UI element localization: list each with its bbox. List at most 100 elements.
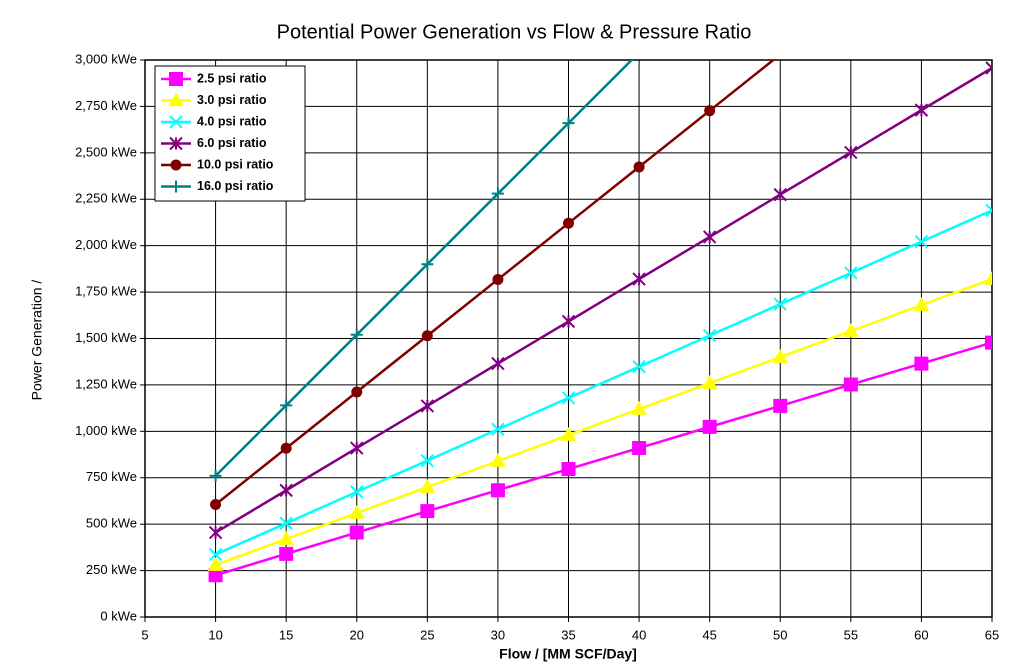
marker <box>169 136 183 151</box>
marker <box>419 478 436 493</box>
y-tick-label: 1,250 kWe <box>75 376 137 391</box>
marker <box>843 323 859 337</box>
marker <box>280 442 292 454</box>
x-tick-label: 5 <box>141 627 148 642</box>
marker <box>631 400 647 415</box>
x-tick-label: 35 <box>561 627 575 642</box>
x-tick-label: 65 <box>985 627 999 642</box>
marker <box>280 399 293 412</box>
marker <box>844 145 858 160</box>
legend-label: 6.0 psi ratio <box>197 136 267 150</box>
x-tick-label: 50 <box>773 627 787 642</box>
y-tick-label: 1,750 kWe <box>75 284 137 299</box>
chart-title: Potential Power Generation vs Flow & Pre… <box>277 21 752 43</box>
marker <box>420 453 435 468</box>
marker <box>632 441 647 456</box>
x-tick-label: 40 <box>632 627 646 642</box>
marker <box>985 335 992 350</box>
marker <box>351 386 363 398</box>
marker <box>170 180 182 193</box>
y-axis-label: Power Generation / <box>29 280 45 401</box>
x-tick-label: 30 <box>491 627 505 642</box>
marker <box>773 187 787 202</box>
marker <box>704 105 716 117</box>
marker <box>279 516 293 530</box>
marker <box>773 398 788 413</box>
marker <box>775 49 786 60</box>
y-tick-label: 250 kWe <box>86 562 137 577</box>
y-tick-label: 500 kWe <box>86 516 137 531</box>
marker <box>984 271 992 285</box>
x-tick-label: 60 <box>914 627 928 642</box>
marker <box>208 525 223 540</box>
marker <box>985 203 992 218</box>
marker <box>209 469 222 482</box>
marker <box>562 117 575 130</box>
marker <box>208 547 223 562</box>
marker <box>844 266 858 280</box>
x-tick-label: 55 <box>844 627 858 642</box>
legend-label: 16.0 psi ratio <box>197 179 274 193</box>
legend-label: 3.0 psi ratio <box>197 93 267 107</box>
marker <box>702 328 717 343</box>
marker <box>279 546 294 561</box>
y-tick-label: 2,750 kWe <box>75 98 137 113</box>
marker <box>490 483 505 498</box>
marker <box>914 103 929 117</box>
marker <box>420 504 435 519</box>
marker <box>561 462 576 477</box>
marker <box>843 377 858 392</box>
marker <box>350 485 364 499</box>
y-tick-label: 1,500 kWe <box>75 330 137 345</box>
series-line <box>215 341 992 577</box>
y-tick-label: 2,500 kWe <box>75 144 137 159</box>
marker <box>208 568 223 583</box>
plot-area <box>207 49 992 583</box>
marker <box>169 115 183 129</box>
marker <box>633 161 645 173</box>
y-tick-label: 2,250 kWe <box>75 191 137 206</box>
marker <box>491 422 505 436</box>
marker <box>170 159 182 171</box>
legend-label: 10.0 psi ratio <box>197 157 274 171</box>
x-tick-label: 45 <box>702 627 716 642</box>
marker <box>985 61 992 75</box>
y-tick-label: 0 kWe <box>100 608 137 623</box>
marker <box>350 441 364 455</box>
series-line <box>214 66 992 534</box>
marker <box>561 314 576 329</box>
marker <box>349 504 365 519</box>
x-tick-label: 25 <box>420 627 434 642</box>
marker <box>773 297 787 311</box>
marker <box>561 391 576 405</box>
marker <box>914 234 929 249</box>
marker <box>632 360 646 374</box>
x-tick-label: 10 <box>208 627 222 642</box>
marker <box>563 217 574 229</box>
x-tick-label: 20 <box>350 627 364 642</box>
x-tick-label: 15 <box>279 627 293 642</box>
marker <box>914 356 929 371</box>
series-line <box>215 277 992 567</box>
marker <box>772 349 788 363</box>
marker <box>278 530 294 545</box>
marker <box>632 272 646 286</box>
legend-label: 2.5 psi ratio <box>197 71 267 85</box>
marker <box>279 483 293 498</box>
legend-box <box>154 65 306 202</box>
legend-label: 4.0 psi ratio <box>197 114 267 128</box>
marker <box>350 328 363 341</box>
x-axis-label: Flow / [MM SCF/Day] <box>499 646 637 662</box>
marker <box>491 356 505 371</box>
marker <box>913 297 930 311</box>
marker <box>701 375 718 389</box>
marker <box>702 419 717 434</box>
marker <box>490 452 506 467</box>
marker <box>210 498 222 510</box>
y-tick-label: 3,000 kWe <box>75 51 137 66</box>
marker <box>702 230 717 244</box>
marker <box>349 525 364 540</box>
marker <box>168 92 184 107</box>
marker <box>560 426 577 441</box>
